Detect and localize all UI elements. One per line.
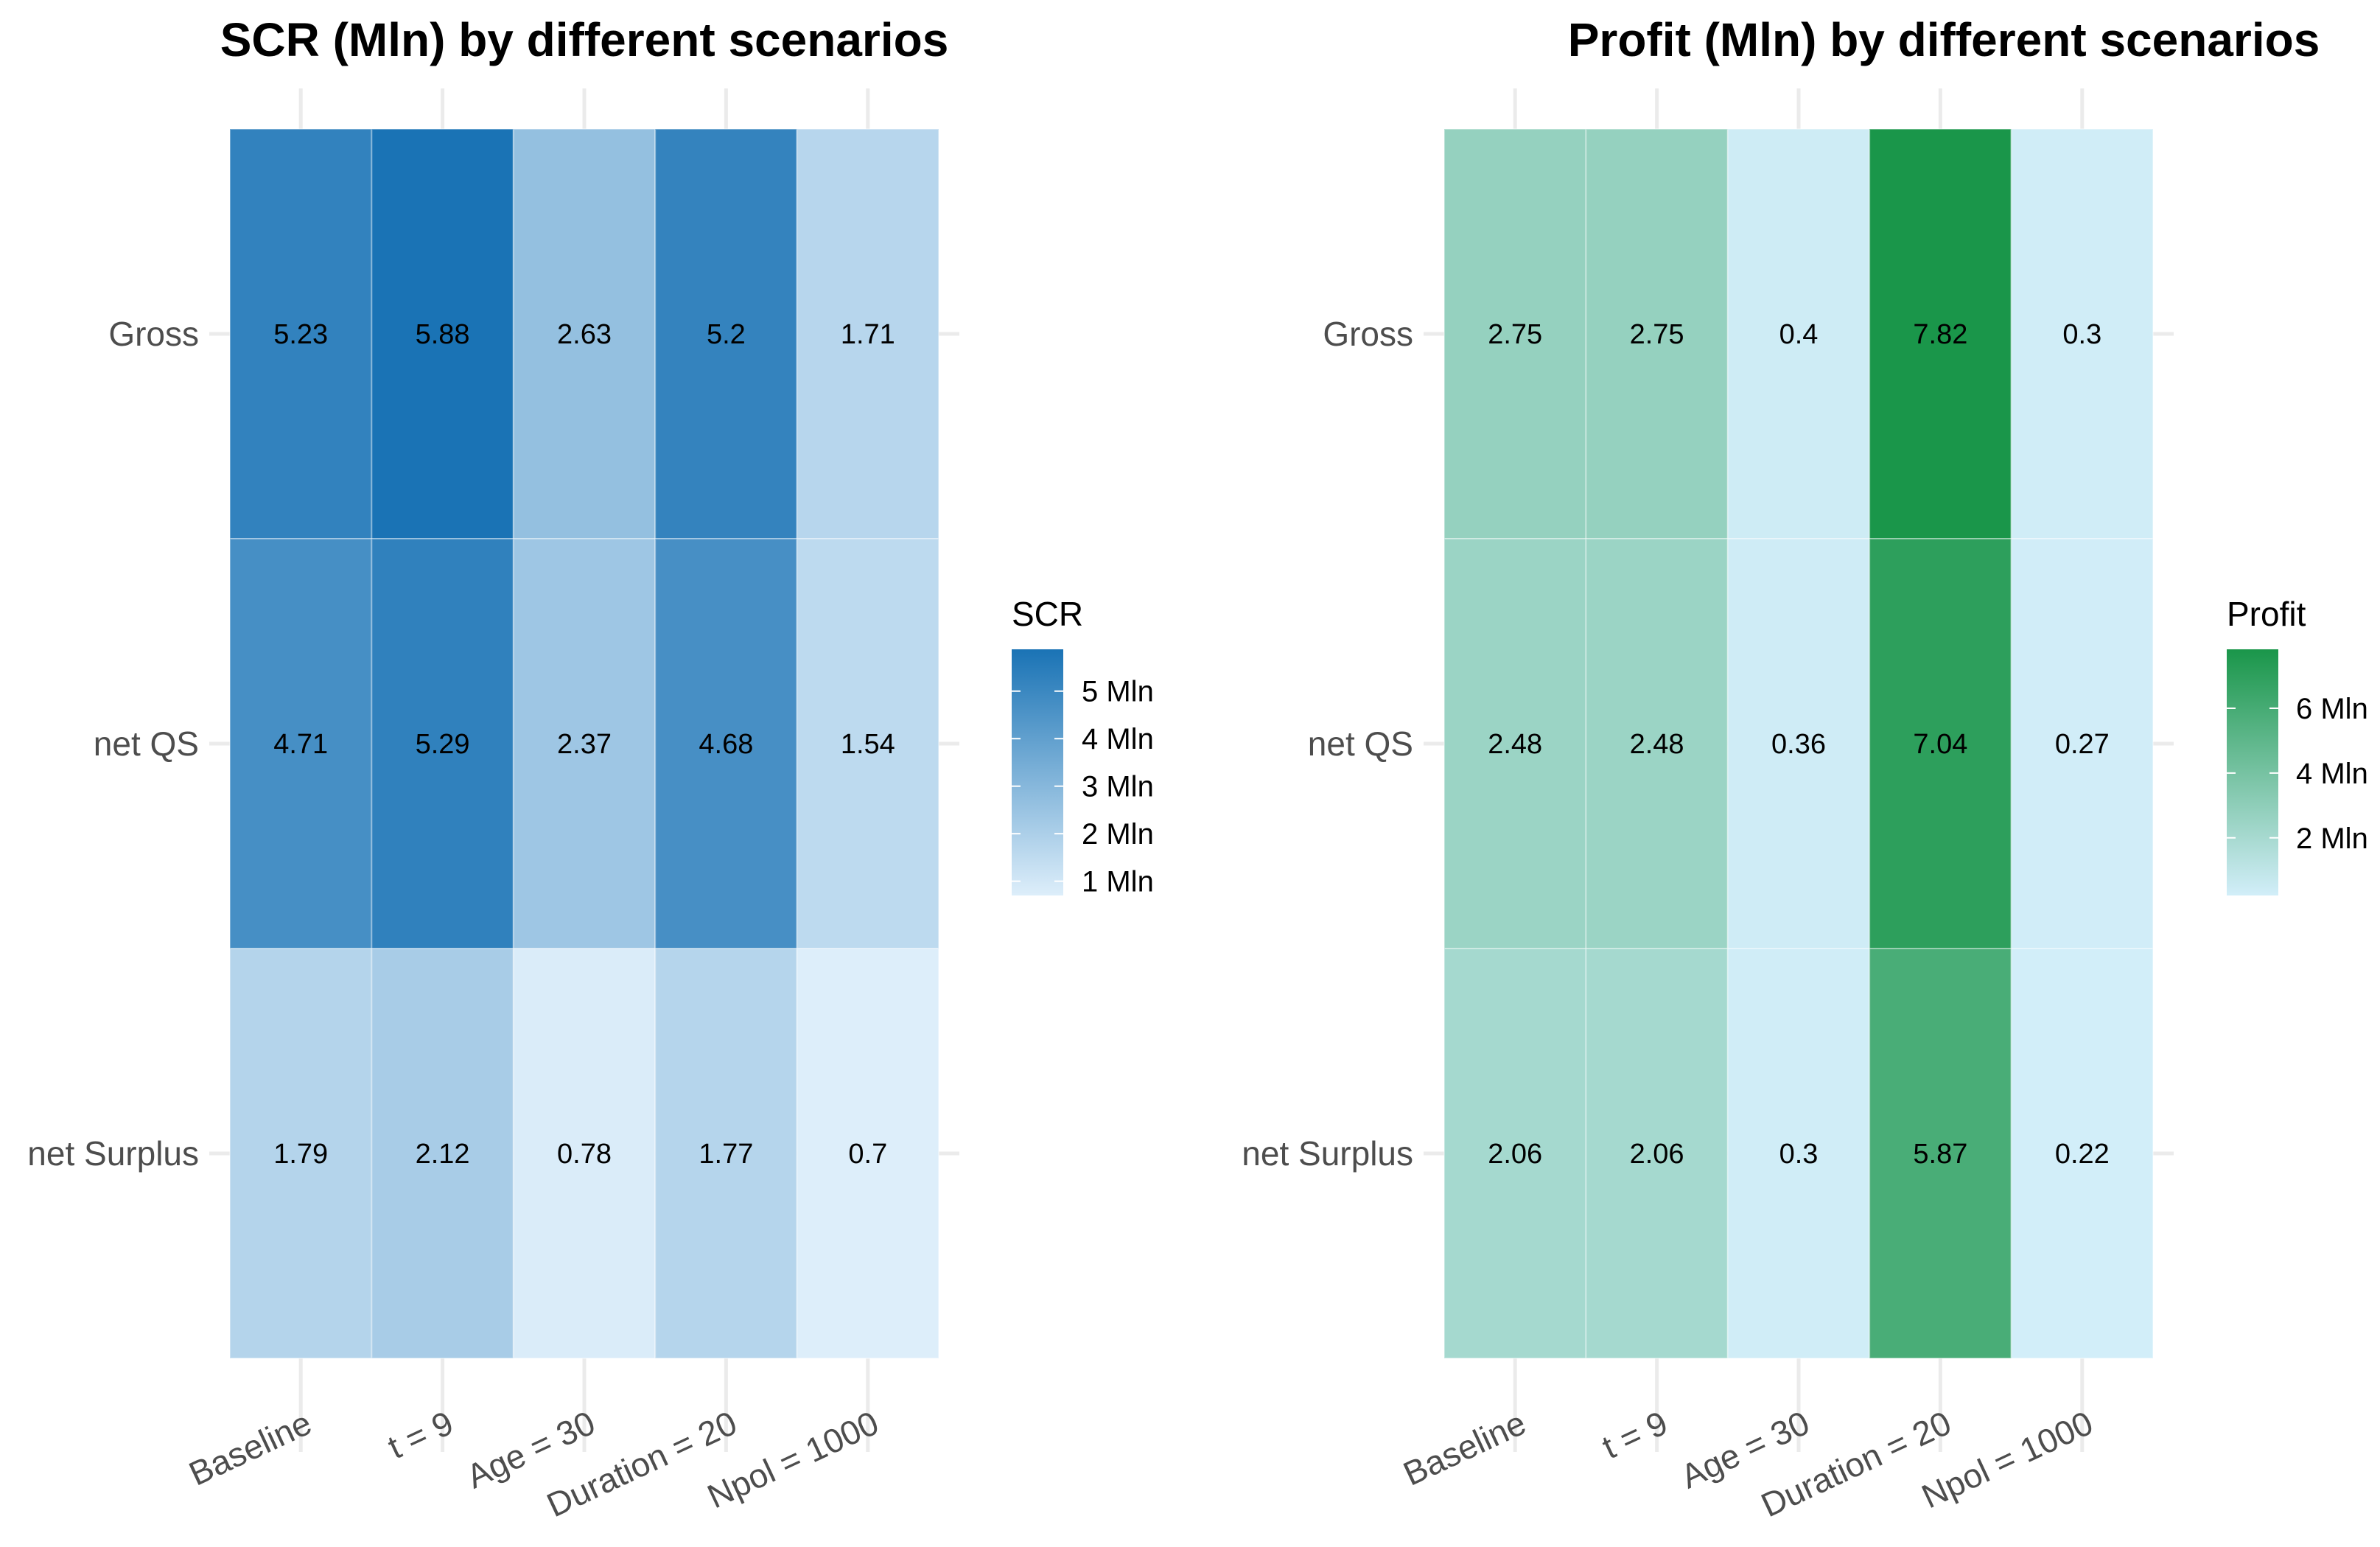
heatmap-cell bbox=[1869, 948, 2012, 1359]
heatmap-cell bbox=[229, 948, 373, 1359]
cell-value-label: 2.06 bbox=[1630, 1139, 1684, 1170]
x-tick-label: Baseline bbox=[1398, 1403, 1532, 1493]
legend-tick-label: 4 Mln bbox=[1082, 723, 1154, 755]
y-tick-label: net Surplus bbox=[1242, 1134, 1413, 1173]
heatmap-cell bbox=[1869, 538, 2012, 949]
cell-value-label: 0.3 bbox=[1779, 1139, 1819, 1170]
x-tick-label: Baseline bbox=[183, 1403, 318, 1493]
cell-value-label: 5.2 bbox=[707, 319, 746, 350]
legend-colorbar bbox=[1012, 649, 1063, 895]
legend-title: Profit bbox=[2227, 595, 2306, 633]
heatmap-cell bbox=[1585, 538, 1729, 949]
cell-value-label: 5.88 bbox=[416, 319, 470, 350]
heatmap-cell bbox=[1726, 948, 1871, 1359]
heatmap-cell bbox=[1869, 128, 2012, 539]
heatmap-cell bbox=[371, 128, 514, 539]
cell-value-label: 5.29 bbox=[416, 729, 470, 760]
heatmap-cell bbox=[2010, 538, 2155, 949]
cell-value-label: 2.63 bbox=[557, 319, 612, 350]
cell-value-label: 2.12 bbox=[416, 1139, 470, 1170]
cell-value-label: 0.3 bbox=[2062, 319, 2101, 350]
heatmap-panel-1: 5.23 5.88 2.63 5.2 1.71 4.71 5.29 2.37 4.68 1.54 1… bbox=[27, 13, 1154, 1524]
heatmap-cell bbox=[1585, 128, 1729, 539]
heatmap-cell bbox=[1443, 128, 1587, 539]
legend-tick-label: 4 Mln bbox=[2296, 758, 2368, 790]
color-legend: SCR 5 Mln 4 Mln 3 Mln 2 Mln 1 Mln bbox=[1012, 595, 1154, 898]
legend-tick-label: 2 Mln bbox=[1082, 818, 1154, 851]
chart-title: Profit (Mln) by different scenarios bbox=[1568, 13, 2320, 66]
cell-value-label: 0.4 bbox=[1779, 319, 1819, 350]
heatmap-cell bbox=[371, 538, 514, 949]
heatmap-cell bbox=[371, 948, 514, 1359]
cell-value-label: 2.37 bbox=[557, 729, 612, 760]
cell-value-label: 0.36 bbox=[1771, 729, 1826, 760]
cell-value-label: 0.7 bbox=[848, 1139, 887, 1170]
cell-value-label: 2.75 bbox=[1630, 319, 1684, 350]
heatmap-panel-2: 2.75 2.75 0.4 7.82 0.3 2.48 2.48 0.36 7.04 0.27 2.… bbox=[1242, 13, 2368, 1524]
legend-tick-label: 2 Mln bbox=[2296, 823, 2368, 855]
cell-value-label: 5.87 bbox=[1913, 1139, 1967, 1170]
y-tick-label: net Surplus bbox=[27, 1134, 199, 1173]
cell-value-label: 1.71 bbox=[841, 319, 895, 350]
legend-tick-label: 1 Mln bbox=[1082, 866, 1154, 898]
cell-value-label: 4.68 bbox=[699, 729, 753, 760]
cell-value-label: 7.04 bbox=[1913, 729, 1967, 760]
cell-value-label: 4.71 bbox=[273, 729, 328, 760]
heatmap-cell bbox=[512, 128, 657, 539]
y-tick-label: net QS bbox=[1308, 724, 1413, 763]
cell-value-label: 2.06 bbox=[1488, 1139, 1542, 1170]
heatmap-cell bbox=[229, 538, 373, 949]
heatmap-cell bbox=[796, 948, 939, 1359]
cell-value-label: 2.75 bbox=[1488, 319, 1542, 350]
cell-value-label: 0.27 bbox=[2055, 729, 2110, 760]
legend-title: SCR bbox=[1012, 595, 1083, 633]
x-tick-label: t = 9 bbox=[1597, 1403, 1673, 1467]
cell-value-label: 2.48 bbox=[1488, 729, 1542, 760]
heatmap-cell bbox=[654, 948, 798, 1359]
heatmap-cell bbox=[796, 128, 939, 539]
heatmap-cell bbox=[2010, 128, 2155, 539]
cell-value-label: 1.54 bbox=[841, 729, 895, 760]
heatmap-cell bbox=[1443, 538, 1587, 949]
legend-tick-label: 3 Mln bbox=[1082, 771, 1154, 803]
y-tick-label: Gross bbox=[108, 315, 199, 353]
x-tick-label: t = 9 bbox=[382, 1403, 459, 1467]
heatmap-cell bbox=[1726, 538, 1871, 949]
chart-title: SCR (Mln) by different scenarios bbox=[220, 13, 949, 66]
cell-value-label: 2.48 bbox=[1630, 729, 1684, 760]
cell-value-label: 0.22 bbox=[2055, 1139, 2110, 1170]
heatmap-cell bbox=[1443, 948, 1587, 1359]
cell-value-label: 7.82 bbox=[1913, 319, 1967, 350]
cell-value-label: 5.23 bbox=[273, 319, 328, 350]
cell-value-label: 0.78 bbox=[557, 1139, 612, 1170]
heatmap-cell bbox=[229, 128, 373, 539]
heatmap-cell bbox=[512, 538, 657, 949]
heatmap-cell bbox=[1585, 948, 1729, 1359]
legend-tick-label: 6 Mln bbox=[2296, 693, 2368, 725]
legend-tick-label: 5 Mln bbox=[1082, 676, 1154, 708]
y-tick-label: net QS bbox=[94, 724, 199, 763]
heatmap-cell bbox=[796, 538, 939, 949]
heatmap-cell bbox=[1726, 128, 1871, 539]
heatmap-cell bbox=[512, 948, 657, 1359]
cell-value-label: 1.77 bbox=[699, 1139, 753, 1170]
color-legend: Profit 6 Mln 4 Mln 2 Mln bbox=[2227, 595, 2368, 895]
y-tick-label: Gross bbox=[1323, 315, 1413, 353]
heatmap-cell bbox=[2010, 948, 2155, 1359]
cell-value-label: 1.79 bbox=[273, 1139, 328, 1170]
